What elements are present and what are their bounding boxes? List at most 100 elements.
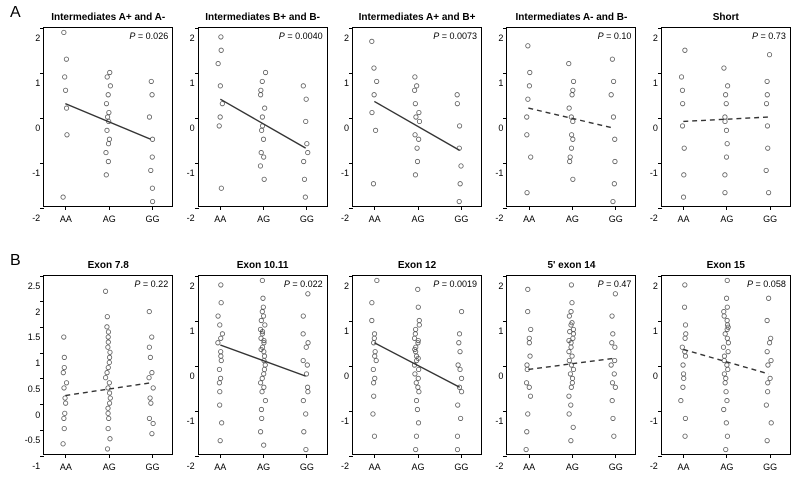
x-tick-label: AA — [214, 214, 226, 224]
data-point — [106, 340, 110, 344]
data-point — [725, 318, 729, 322]
data-point — [260, 309, 264, 313]
data-point — [528, 336, 532, 340]
y-tick-label: 1 — [653, 326, 662, 336]
data-point — [147, 376, 151, 380]
data-point — [106, 335, 110, 339]
data-point — [724, 128, 728, 132]
x-tick — [572, 454, 573, 458]
data-point — [571, 177, 575, 181]
panel-wrap: Intermediates A- and B-P = 0.10-2-1012AA… — [503, 12, 639, 207]
x-tick — [529, 206, 530, 210]
data-point — [614, 292, 618, 296]
data-point — [107, 416, 111, 420]
data-point — [305, 363, 309, 367]
data-point — [372, 434, 376, 438]
data-point — [104, 150, 108, 154]
y-tick-label: 1 — [344, 78, 353, 88]
data-point — [528, 84, 532, 88]
panel-wrap: Intermediates A+ and B+P = 0.0073-2-1012… — [349, 12, 485, 207]
x-tick-label: AA — [60, 214, 72, 224]
data-point — [260, 115, 264, 119]
data-point — [567, 106, 571, 110]
data-point — [765, 349, 769, 353]
data-point — [105, 128, 109, 132]
data-point — [680, 101, 684, 105]
data-point — [62, 365, 66, 369]
x-tick-label: AG — [566, 214, 579, 224]
x-tick-label: GG — [609, 462, 623, 472]
data-point — [528, 354, 532, 358]
data-point — [218, 336, 222, 340]
data-point — [260, 278, 264, 282]
data-point — [766, 363, 770, 367]
data-point — [769, 358, 773, 362]
data-point — [723, 173, 727, 177]
data-point — [370, 301, 374, 305]
data-point — [415, 407, 419, 411]
x-tick — [65, 206, 66, 210]
data-point — [455, 101, 459, 105]
y-tick-label: -1 — [187, 416, 199, 426]
data-point — [106, 447, 110, 451]
data-point — [568, 329, 572, 333]
data-point — [303, 195, 307, 199]
data-point — [613, 159, 617, 163]
y-tick-label: -2 — [341, 213, 353, 223]
plot-svg — [662, 28, 790, 206]
data-point — [680, 88, 684, 92]
data-point — [459, 390, 463, 394]
data-point — [528, 385, 532, 389]
data-point — [455, 434, 459, 438]
data-point — [105, 75, 109, 79]
panel-title: Exon 7.8 — [88, 260, 129, 271]
plot-svg — [662, 276, 790, 454]
data-point — [62, 30, 66, 34]
x-tick — [572, 206, 573, 210]
data-point — [724, 296, 728, 300]
data-point — [263, 70, 267, 74]
data-point — [725, 336, 729, 340]
data-point — [614, 385, 618, 389]
x-tick-label: AA — [523, 214, 535, 224]
data-point — [526, 44, 530, 48]
y-tick-label: -1 — [187, 168, 199, 178]
data-point — [218, 376, 222, 380]
data-point — [529, 155, 533, 159]
data-point — [147, 115, 151, 119]
data-point — [261, 385, 265, 389]
y-tick-label: 2 — [35, 307, 44, 317]
data-point — [572, 367, 576, 371]
trend-line — [66, 104, 151, 140]
data-point — [218, 35, 222, 39]
data-point — [259, 318, 263, 322]
data-point — [458, 367, 462, 371]
data-point — [611, 332, 615, 336]
data-point — [104, 289, 108, 293]
y-tick-label: 1 — [498, 326, 507, 336]
data-point — [217, 323, 221, 327]
panel-title: Exon 10.11 — [237, 260, 289, 271]
data-point — [370, 39, 374, 43]
data-point — [570, 146, 574, 150]
data-point — [259, 128, 263, 132]
data-point — [681, 372, 685, 376]
data-point — [301, 332, 305, 336]
data-point — [609, 363, 613, 367]
data-point — [108, 84, 112, 88]
data-point — [301, 314, 305, 318]
x-tick-label: GG — [300, 214, 314, 224]
data-point — [457, 199, 461, 203]
data-point — [107, 360, 111, 364]
y-tick — [658, 456, 662, 457]
data-point — [524, 447, 528, 451]
data-point — [217, 403, 221, 407]
data-point — [414, 447, 418, 451]
data-point — [305, 390, 309, 394]
y-tick-label: 2 — [190, 281, 199, 291]
x-tick — [615, 454, 616, 458]
data-point — [261, 305, 265, 309]
data-point — [529, 327, 533, 331]
x-tick — [374, 206, 375, 210]
scatter-panel: P = 0.10-2-1012AAAGGG — [506, 27, 636, 207]
